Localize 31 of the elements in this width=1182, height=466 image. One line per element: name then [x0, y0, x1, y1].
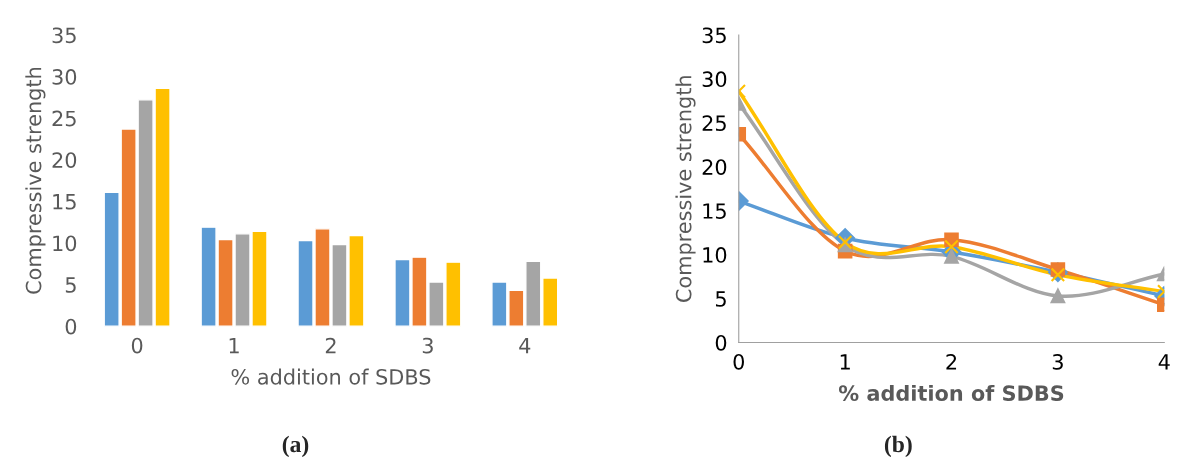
x-tick-label: 4 — [1158, 354, 1170, 370]
x-axis-title: % addition of SDBS — [838, 384, 1064, 402]
x-tick-label: 4 — [519, 337, 531, 354]
y-tick-label: 20 — [702, 159, 727, 175]
text: (a) — [282, 435, 309, 458]
text: (b) — [884, 435, 912, 458]
y-axis-title: Compressive strength — [25, 67, 46, 294]
y-tick-label: 25 — [52, 110, 76, 127]
x-tick-label: 1 — [840, 354, 850, 370]
y-tick-label: 10 — [703, 247, 727, 263]
y-tick-label: 25 — [702, 115, 726, 132]
x-tick-label: 2 — [946, 353, 957, 370]
y-tick-label: 5 — [65, 277, 76, 293]
y-tick-label: 10 — [53, 235, 77, 252]
y-tick-label: 35 — [52, 27, 76, 44]
x-tick-label: 0 — [131, 337, 143, 354]
x-tick-label: 2 — [325, 337, 336, 354]
y-tick-label: 35 — [702, 27, 726, 44]
y-tick-label: 30 — [702, 71, 727, 88]
x-tick-label: 3 — [1052, 353, 1063, 370]
y-tick-label: 5 — [715, 291, 726, 307]
y-tick-label: 15 — [53, 194, 76, 210]
y-tick-label: 30 — [52, 69, 77, 85]
y-tick-label: 20 — [52, 152, 77, 168]
y-axis-title: Compressive strength — [675, 76, 696, 302]
x-tick-label: 3 — [422, 337, 433, 354]
x-tick-label: 0 — [733, 353, 744, 370]
x-axis-title: % addition of SDBS — [231, 368, 431, 385]
y-tick-label: 15 — [703, 203, 726, 219]
y-tick-label: 0 — [65, 318, 77, 335]
x-tick-label: 1 — [229, 337, 239, 354]
